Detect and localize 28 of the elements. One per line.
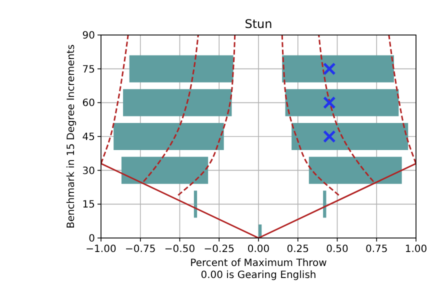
chart-title: Stun	[244, 17, 272, 31]
bar	[308, 156, 402, 184]
x-tick-label: −0.25	[204, 244, 234, 255]
x-tick-label: 0.00	[247, 244, 270, 255]
bar	[282, 55, 394, 82]
x-tick-label: 0.25	[286, 244, 310, 255]
bar	[292, 122, 408, 150]
y-tick-label: 15	[82, 200, 95, 211]
x-tick-label: 0.50	[326, 244, 348, 255]
bar	[123, 89, 232, 116]
y-tick-label: 60	[82, 98, 95, 110]
bar	[114, 122, 224, 150]
x-axis-title: Percent of Maximum Throw 0.00 is Gearing English	[190, 258, 327, 281]
y-tick-label: 45	[82, 132, 95, 143]
y-tick-label: 75	[82, 64, 95, 76]
bar	[285, 89, 399, 116]
x-tick-label: 0.75	[365, 244, 388, 255]
bar	[194, 190, 198, 218]
x-tick-label: 1.00	[404, 244, 428, 255]
y-tick-label: 30	[82, 166, 95, 177]
x-tick-label: −1.00	[86, 244, 116, 255]
y-axis-title: Benchmark in 15 Degree Increments	[66, 44, 77, 229]
x-tick-label: −0.50	[164, 244, 196, 255]
y-tick-label: 0	[88, 234, 95, 244]
y-tick-label: 90	[82, 30, 95, 42]
x-tick-label: −0.75	[125, 244, 156, 255]
bar	[129, 55, 234, 82]
bar	[121, 156, 208, 184]
